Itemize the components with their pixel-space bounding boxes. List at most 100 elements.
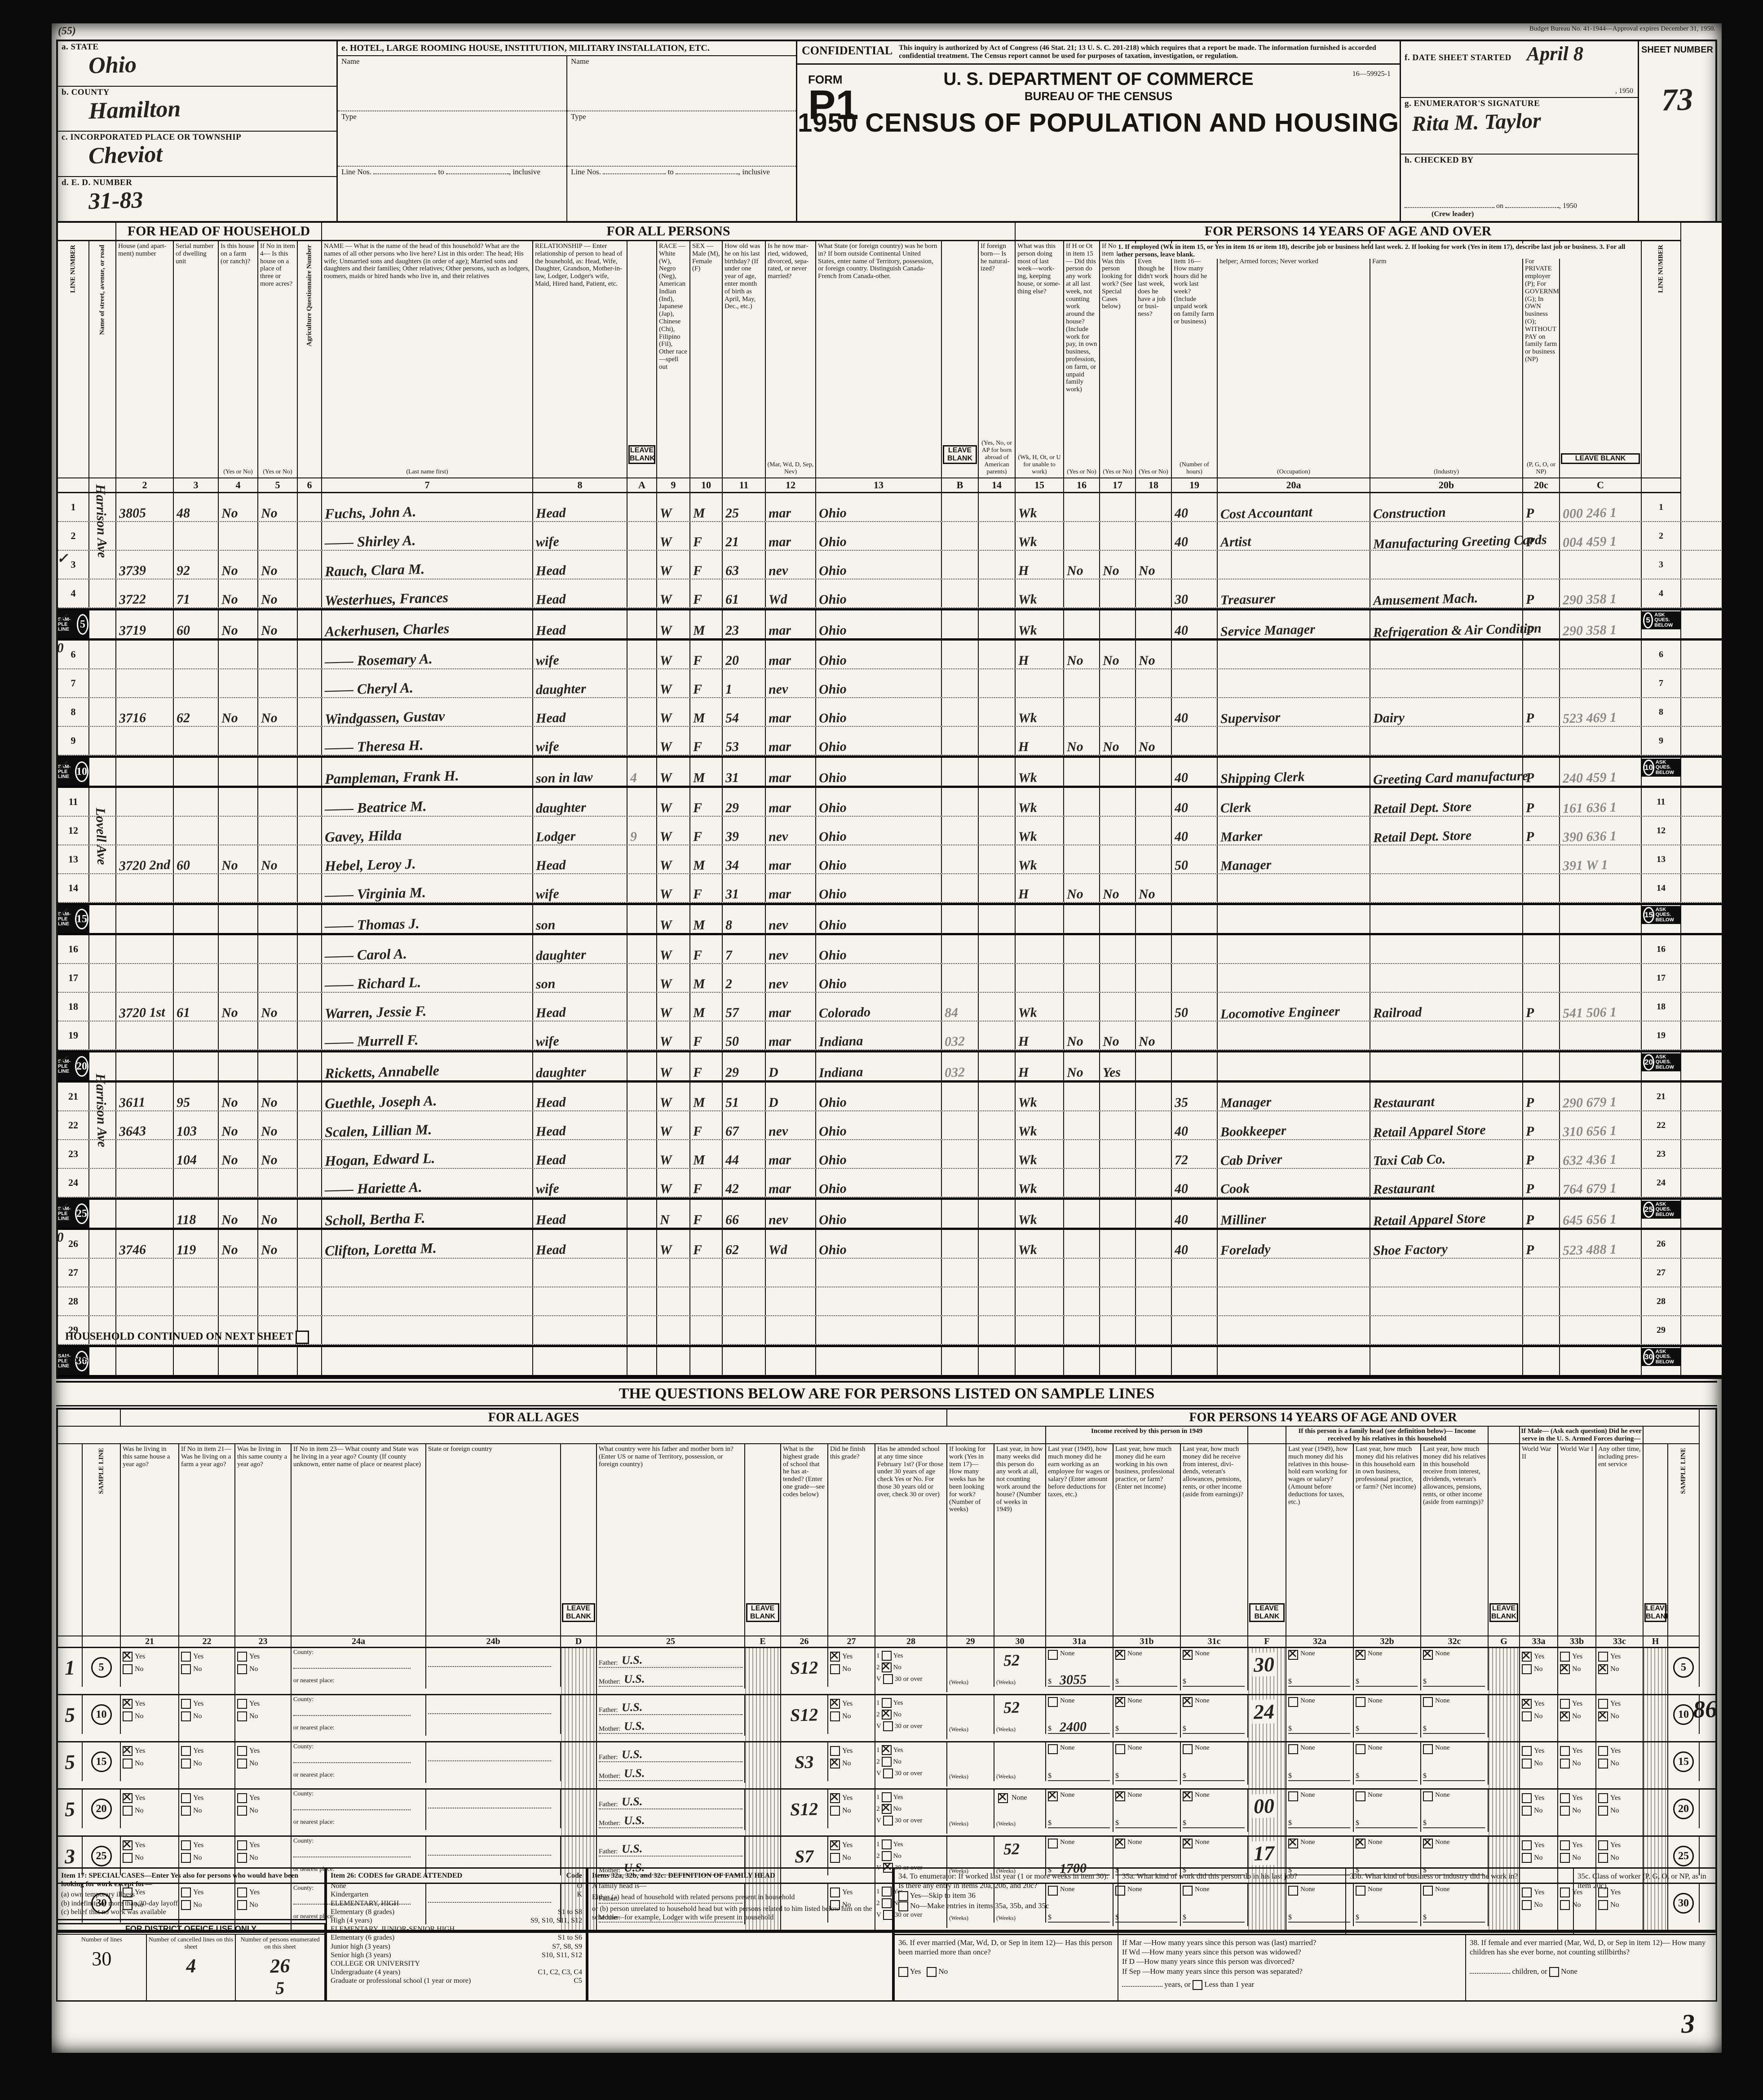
table-row-line-30: SAM- PLE LINE 30 30 ASK QUES. BELOW (58, 1345, 1722, 1377)
sample-5-i33a-no-label: No (1534, 1665, 1543, 1673)
col-number-6: 6 (298, 477, 322, 493)
sample-5-i30-value: 52 (1003, 1651, 1020, 1670)
cell-street-line-7 (89, 669, 116, 697)
col-header-note-5: (Yes or No) (263, 469, 292, 475)
value-race-8: W (659, 710, 672, 726)
value-born-5: Ohio (818, 623, 847, 638)
sample-20-i30-none-label: None (1012, 1794, 1027, 1802)
cell-rln-line-23: 23 (1642, 1140, 1681, 1168)
right-line-number-28: 28 (1657, 1296, 1666, 1306)
sample-20-i21-no: No (123, 1806, 177, 1816)
lower-subband-spacer (58, 1427, 1046, 1444)
lower-col-number-ln (83, 1636, 121, 1648)
sample-20-i33b-yes-checkbox (1560, 1793, 1570, 1803)
sample-5-i33b-no-label: No (1572, 1665, 1581, 1673)
value-race-24: W (659, 1181, 672, 1197)
cell-house-line-18: 3720 1st (116, 993, 174, 1021)
value-sex-21: M (693, 1095, 706, 1110)
right-line-number-1: 1 (1659, 502, 1663, 512)
sample-5-i28-yes-prefix: 1 (876, 1652, 880, 1659)
main-column-numbers: 2 3 4 5 6 7 8 A 9 10 11 12 13 B 14 15 16 17 18 19 20a 20b 20c C (58, 477, 1722, 493)
value-c-21: 290 679 1 (1562, 1094, 1617, 1111)
col-header-12: Is he now mar­ried, wid­owed, divor­ced,… (766, 241, 816, 477)
value-age-21: 51 (725, 1095, 739, 1110)
cell-i18-line-3: No (1136, 551, 1172, 579)
sample-20-i22-no: No (181, 1806, 233, 1816)
cell-age-line-17: 2 (723, 964, 766, 992)
table-row-line-22: 22 3643 103 No No Scalen, Lillian M. Head W F 67 n… (58, 1111, 1722, 1140)
cell-i16-line-26 (1064, 1230, 1100, 1258)
hotel-name-2: Name (567, 56, 796, 111)
sample-20-county-line1 (293, 1798, 411, 1810)
sample-5-i27-no: No (830, 1664, 873, 1674)
sample-10-i31a-none-checkbox (1048, 1697, 1058, 1707)
sample-15-i22-no: No (181, 1759, 233, 1768)
cell-race-line-19: W (657, 1021, 690, 1049)
cell-b-line-6 (942, 641, 979, 668)
value-serial-1: 48 (176, 505, 190, 521)
sample-30-i32c-dollar-line: $ (1423, 1914, 1485, 1923)
sample-20-fm-mother: Mother: U.S. (599, 1809, 742, 1828)
table-row-line-8: 8 3716 62 No No Windgassen, Gustav Head W M 54 mar… (58, 698, 1722, 727)
cell-sex-line-11: F (690, 788, 723, 816)
lower-col-header-29: If looking for work (Yes in item 17)— Ho… (947, 1444, 994, 1636)
value-rel-26: Head (535, 1242, 566, 1258)
cell-i15-line-14: H (1016, 874, 1064, 902)
sample-10-i31c-dollar-line: $ (1183, 1725, 1245, 1734)
table-row-line-27: 27 27 (58, 1259, 1722, 1287)
lower-col-number-margin (58, 1636, 83, 1648)
street-name-21: Harrison Ave (93, 1073, 110, 1148)
lower-band-if-male: If Male— (Ask each question) Did he ever… (1520, 1427, 1644, 1444)
sample-5-i32c-none-checkbox (1422, 1646, 1433, 1661)
value-mar-21: D (768, 1095, 779, 1110)
cell-sex-line-13: M (690, 845, 723, 873)
sample-15-i29: (Weeks) (947, 1742, 994, 1781)
cell-agq-line-17 (298, 964, 322, 992)
cell-born-line-17: Ohio (816, 964, 942, 992)
value-farm-23: No (221, 1152, 239, 1168)
grade-code-label-3: Elementary (8 grades) (331, 1908, 395, 1916)
sample-25-g (1489, 1837, 1520, 1883)
value-name-7: —— Cheryl A. (324, 679, 414, 698)
cell-a-line-7 (627, 669, 657, 697)
table-row-line-5: SAM- PLE LINE 5 ✓ 3719 60 No No Ackerhusen, Cha… (57, 608, 1722, 641)
lower-col-number-29: 29 (947, 1636, 994, 1648)
sample-10-e (745, 1695, 781, 1741)
sample-25-i23-yes: Yes (237, 1840, 289, 1850)
margin-mark-20: ✓ (57, 1052, 69, 1068)
cell-agq-line-16 (298, 935, 322, 963)
grade-code-row-4: High (4 years) S9, S10, S11, S12 (331, 1916, 582, 1925)
value-race-5: W (659, 623, 672, 638)
sample-15-i32b-none-checkbox (1356, 1744, 1365, 1754)
sample-15-i33c-no: No (1598, 1759, 1641, 1768)
hotel-lines-2: Line Nos. to , inclusive (571, 168, 770, 176)
cell-b-line-5 (942, 610, 979, 638)
col-header-label-2: House (and apart­ment) number (118, 243, 167, 257)
sample-20-ln-number: 20 (91, 1799, 112, 1819)
cell-i15-line-13: Wk (1016, 845, 1064, 873)
main-header-row: LINE NUMBER Name of street, avenue, or ro… (58, 241, 1722, 477)
cell-name-line-17: —— Richard L. (322, 964, 533, 993)
sample-15-i31b-none-label: None (1127, 1744, 1142, 1751)
cell-c-line-18: 541 506 1 (1560, 993, 1642, 1021)
value-mar-14: mar (768, 886, 791, 902)
col-header-18: If No in item 17— Even though he didn't … (1136, 241, 1172, 477)
lower-col-number-24a: 24a (292, 1636, 426, 1648)
sheet-number-label: SHEET NUMBER (1641, 45, 1713, 55)
item36-yes-label: Yes (910, 1967, 921, 1976)
state-label: a. STATE (62, 42, 99, 52)
sample-row-line-15: 515YesNoYesNoYesNoCounty:or nearest plac… (58, 1742, 1715, 1790)
defs-a: Either (a) head of household with relate… (592, 1893, 795, 1901)
sample-30-i28-yes-checkbox (881, 1887, 892, 1897)
table-row-line-21: 21 Harrison Ave 3611 95 No No Guethle, Joseph … (58, 1074, 1722, 1148)
value-farm-8: No (221, 710, 239, 726)
cell-acres-line-7 (258, 669, 298, 697)
col-number-16: 16 (1064, 477, 1100, 493)
lower-band-spacer (58, 1410, 121, 1427)
sample-30-fm-mother-label: Mother: (599, 1914, 621, 1921)
value-rel-12: Lodger (535, 828, 576, 845)
value-born-2: Ohio (818, 534, 847, 550)
sample-5-e (745, 1648, 781, 1694)
sample-15-i33a: Yes No (1520, 1742, 1558, 1788)
